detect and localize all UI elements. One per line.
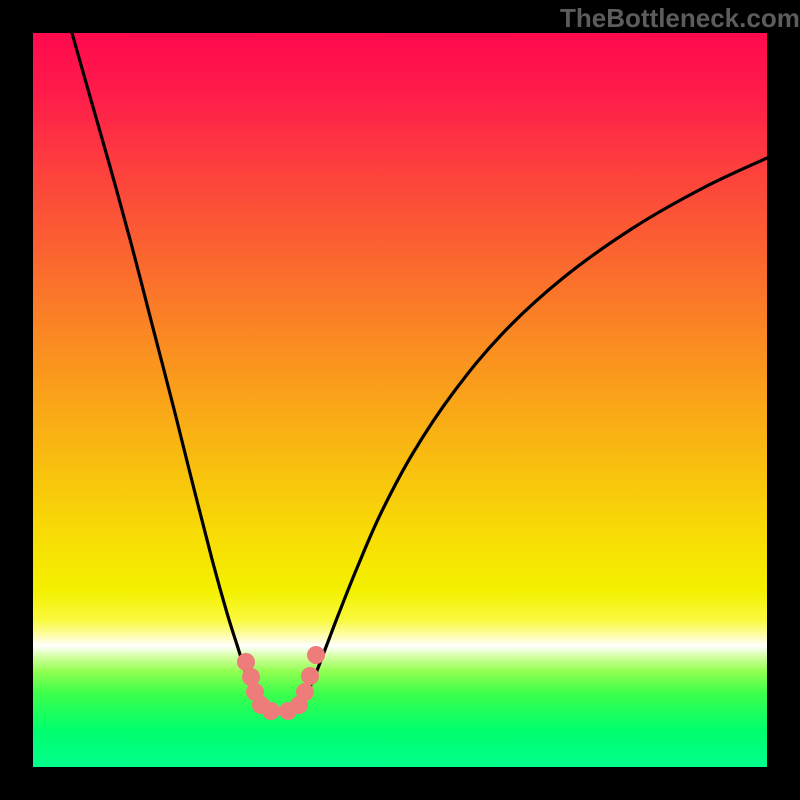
bottleneck-chart xyxy=(0,0,800,800)
marker-point xyxy=(296,683,314,701)
plot-area xyxy=(33,33,767,767)
marker-point xyxy=(262,702,280,720)
marker-point xyxy=(307,646,325,664)
marker-point xyxy=(301,667,319,685)
watermark-text: TheBottleneck.com xyxy=(560,3,800,34)
